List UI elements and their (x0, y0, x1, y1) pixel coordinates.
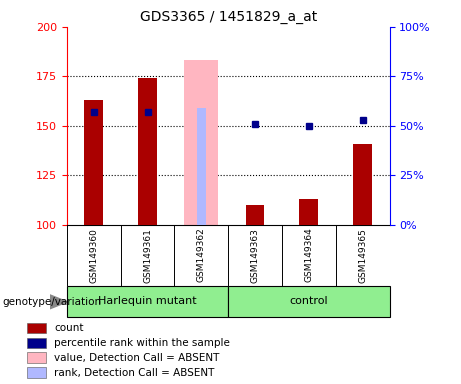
Text: GSM149361: GSM149361 (143, 228, 152, 283)
Text: GSM149364: GSM149364 (304, 228, 313, 283)
Text: rank, Detection Call = ABSENT: rank, Detection Call = ABSENT (54, 368, 215, 378)
Bar (197, 108, 206, 225)
Text: GSM149360: GSM149360 (89, 228, 98, 283)
Text: count: count (54, 323, 84, 333)
Bar (300, 199, 318, 225)
Text: GSM149363: GSM149363 (251, 228, 260, 283)
Bar (67, 286, 228, 317)
Bar (353, 144, 372, 225)
Bar (84, 100, 103, 225)
Text: Harlequin mutant: Harlequin mutant (98, 296, 197, 306)
Bar (228, 286, 390, 317)
Text: percentile rank within the sample: percentile rank within the sample (54, 338, 230, 348)
Title: GDS3365 / 1451829_a_at: GDS3365 / 1451829_a_at (140, 10, 317, 25)
Text: GSM149362: GSM149362 (197, 228, 206, 283)
Text: genotype/variation: genotype/variation (2, 297, 101, 307)
Bar (27, 338, 46, 348)
Bar (138, 78, 157, 225)
Text: control: control (290, 296, 328, 306)
Bar (246, 205, 265, 225)
Bar (27, 367, 46, 378)
Bar (27, 323, 46, 333)
Bar (27, 353, 46, 363)
Text: GSM149365: GSM149365 (358, 228, 367, 283)
Polygon shape (50, 295, 67, 309)
Text: value, Detection Call = ABSENT: value, Detection Call = ABSENT (54, 353, 220, 363)
Bar (184, 61, 218, 225)
